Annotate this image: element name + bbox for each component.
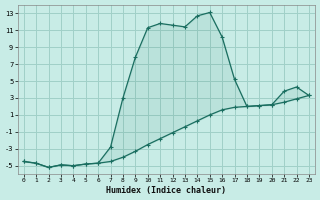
X-axis label: Humidex (Indice chaleur): Humidex (Indice chaleur) <box>106 186 226 195</box>
